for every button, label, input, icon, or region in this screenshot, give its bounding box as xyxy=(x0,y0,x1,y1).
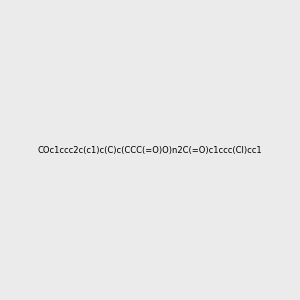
Text: COc1ccc2c(c1)c(C)c(CCC(=O)O)n2C(=O)c1ccc(Cl)cc1: COc1ccc2c(c1)c(C)c(CCC(=O)O)n2C(=O)c1ccc… xyxy=(38,146,262,154)
